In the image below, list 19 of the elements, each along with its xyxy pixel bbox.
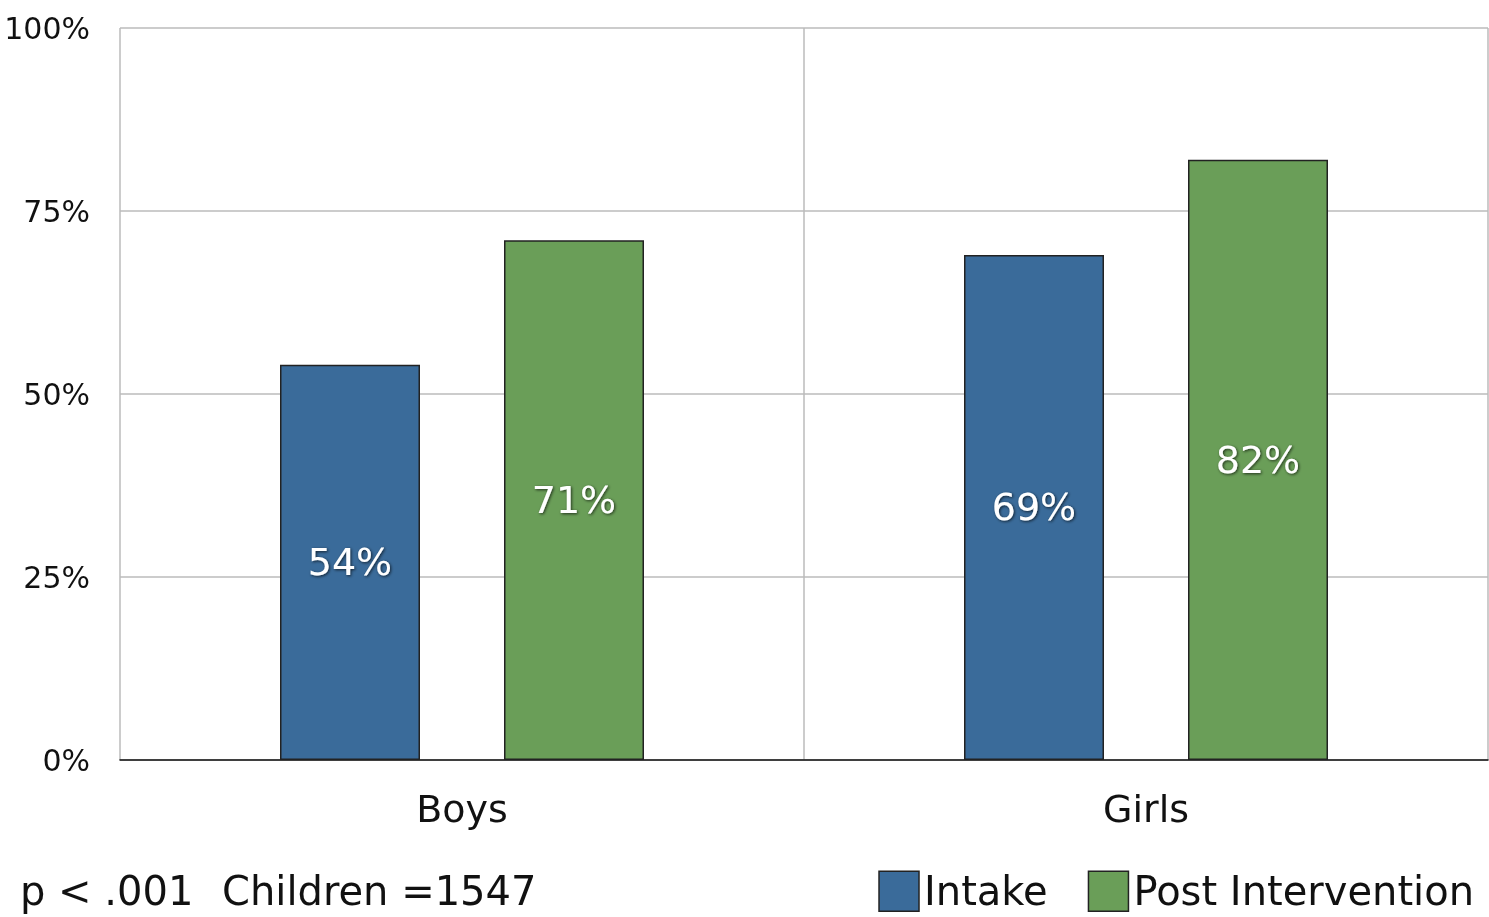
data-label: 71% [531, 478, 617, 523]
y-tick-label: 25% [23, 559, 90, 595]
text: Children =1547 [222, 868, 537, 914]
data-label: 54% [307, 540, 393, 585]
y-tick-label: 75% [23, 193, 90, 229]
y-tick-label: 50% [23, 376, 90, 412]
bar [504, 240, 644, 760]
bar [964, 254, 1104, 760]
legend-label: Post Intervention [1133, 868, 1474, 915]
legend-label: Intake [924, 868, 1048, 915]
bar [280, 364, 420, 760]
y-tick-label: 0% [42, 742, 90, 778]
y-tick-label: 100% [4, 10, 90, 46]
data-label: 82% [1215, 437, 1301, 482]
x-tick-label: Boys [416, 787, 508, 831]
text: p < .001 [20, 868, 194, 914]
data-label: 69% [991, 485, 1077, 530]
x-tick-label: Girls [1103, 787, 1189, 831]
bar [1188, 159, 1328, 760]
